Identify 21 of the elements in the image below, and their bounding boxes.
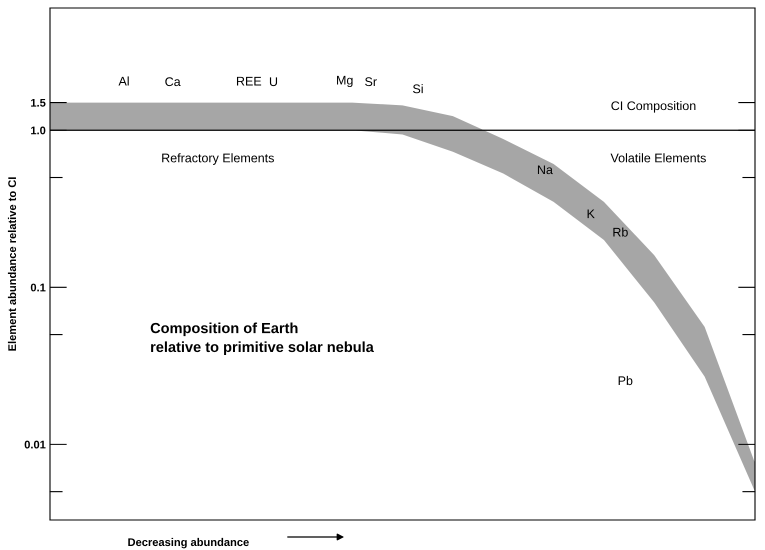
- y-tick-label: 0.01: [24, 440, 46, 449]
- annotation: Composition of Earth relative to primitive solar nebula: [150, 322, 374, 355]
- annotation: Sr: [365, 77, 377, 86]
- annotation: U: [270, 77, 278, 86]
- y-axis-title: Element abundance relative to CI: [8, 177, 16, 351]
- y-tick-label: 0.1: [30, 284, 46, 292]
- annotation: Ca: [165, 77, 181, 86]
- annotation: Na: [538, 165, 553, 174]
- y-tick-label: 1.5: [31, 98, 46, 107]
- x-axis-title: Decreasing abundance: [128, 538, 249, 548]
- annotation: REE: [236, 76, 262, 86]
- annotation: Volatile Elements: [610, 153, 706, 162]
- annotation: Al: [118, 76, 129, 86]
- annotation: CI Composition: [611, 100, 696, 113]
- annotation: Pb: [618, 376, 632, 386]
- annotation: Si: [413, 84, 423, 94]
- annotation: Rb: [613, 227, 628, 237]
- annotation: K: [588, 209, 595, 218]
- annotation: Mg: [337, 76, 353, 88]
- annotation: Refractory Elements: [162, 153, 274, 165]
- y-tick-label: 1.0: [31, 126, 46, 134]
